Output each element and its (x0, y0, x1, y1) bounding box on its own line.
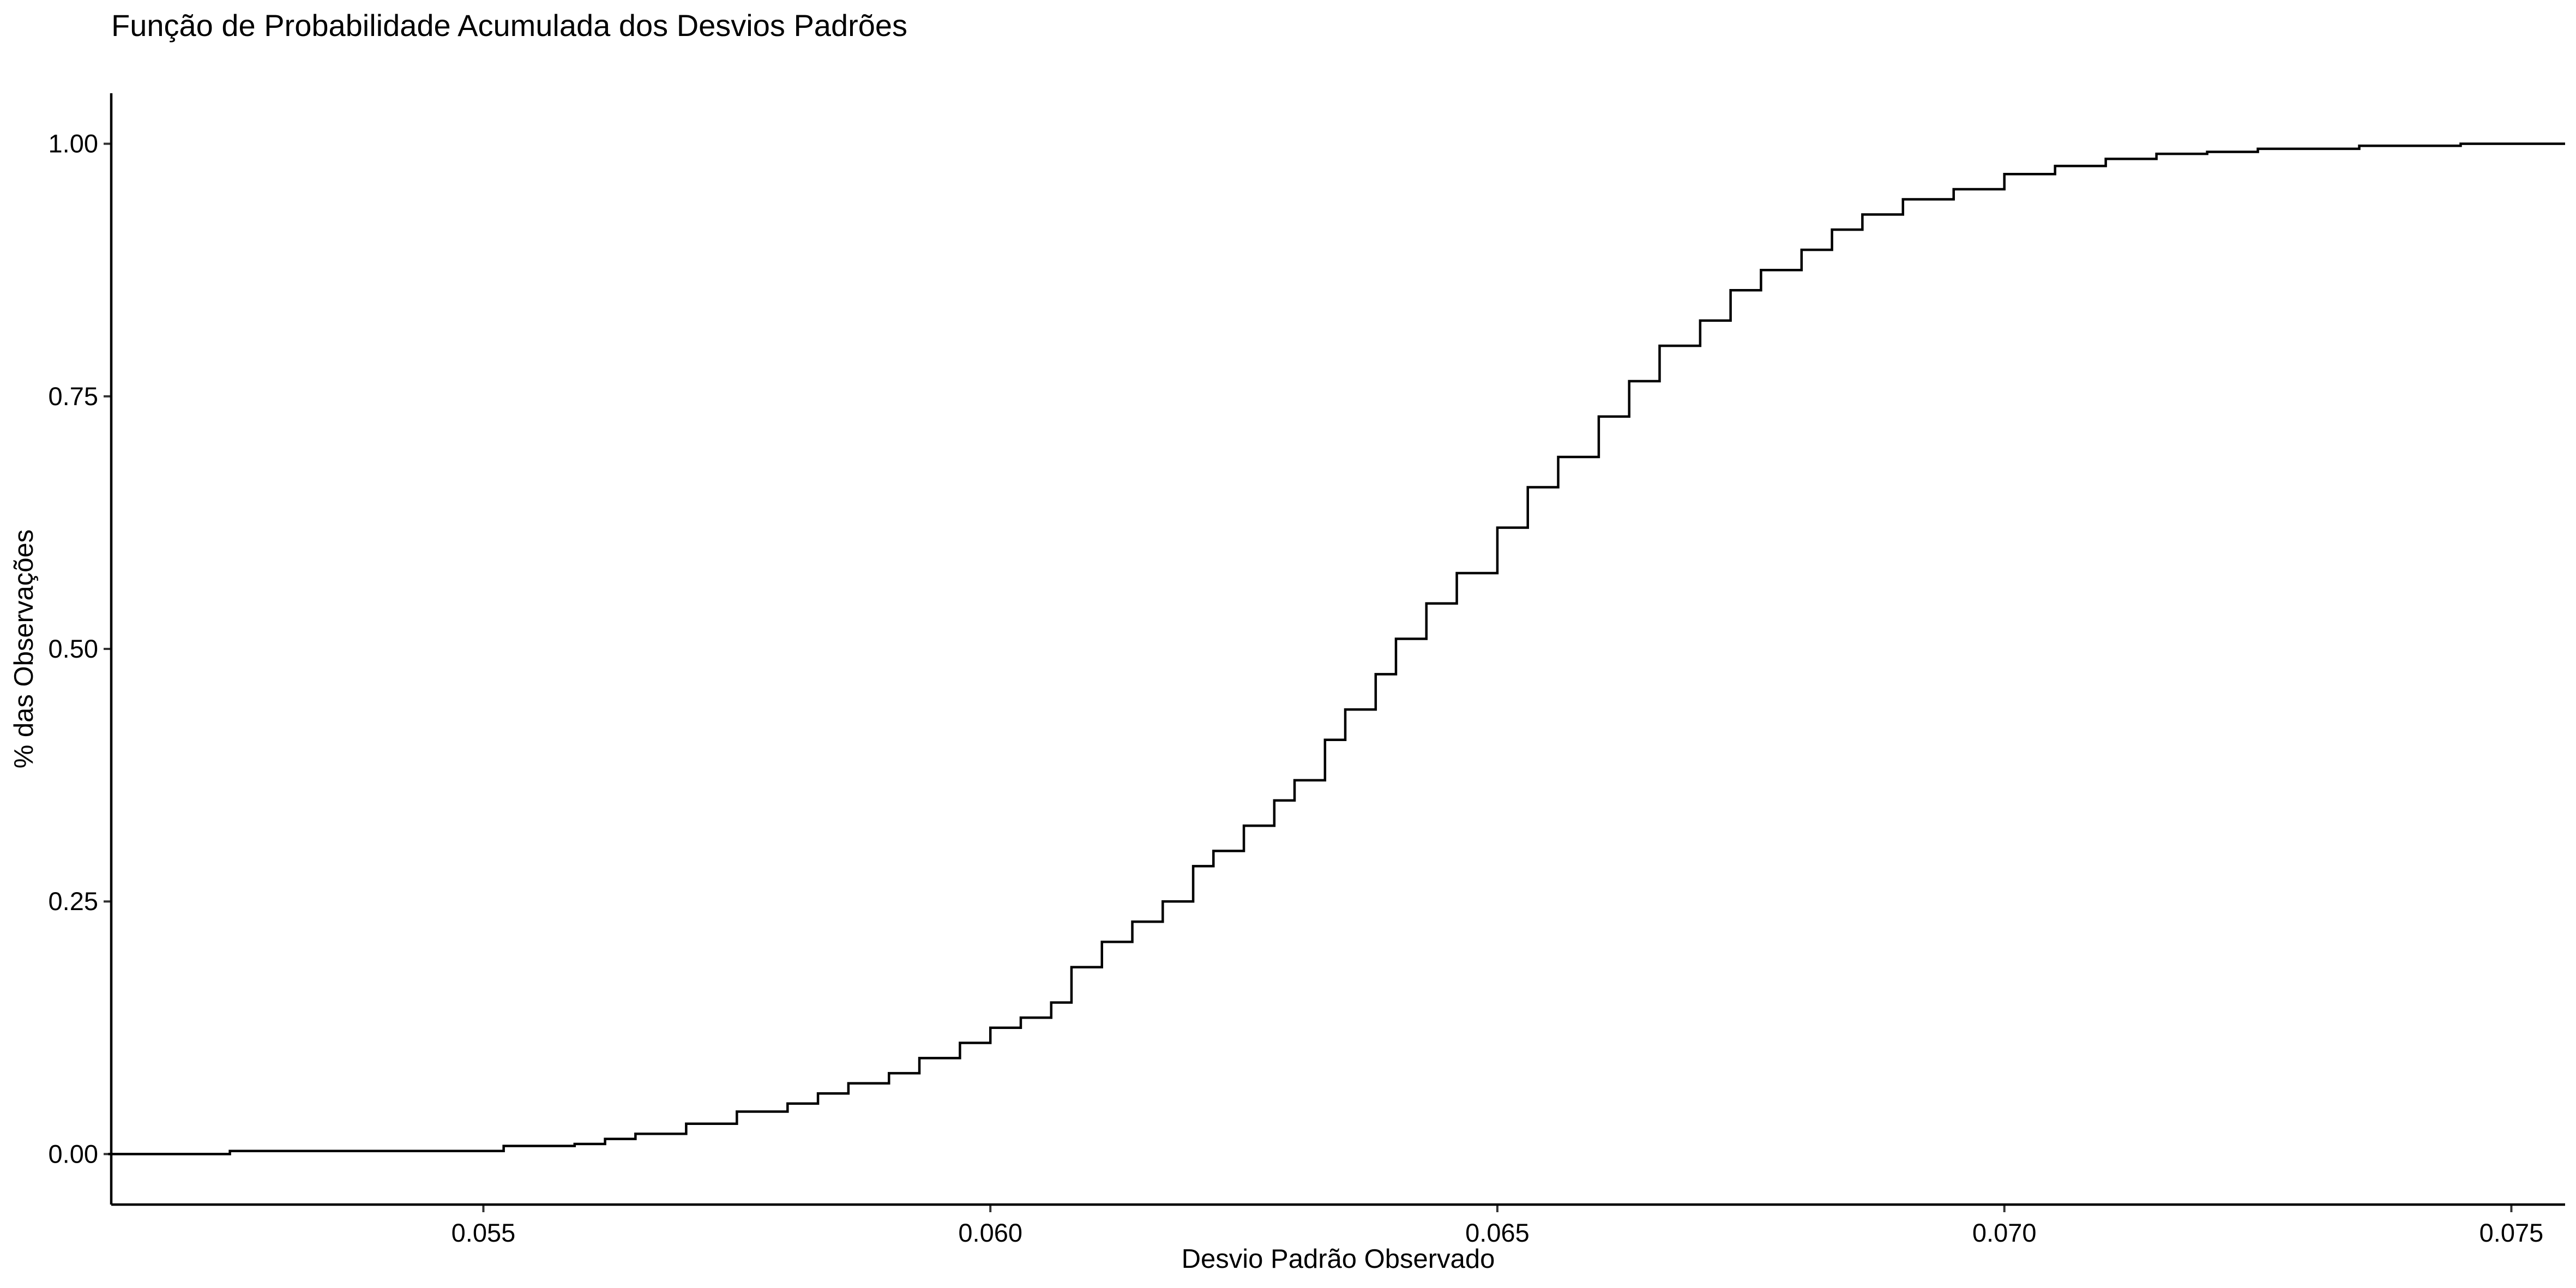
chart-title: Função de Probabilidade Acumulada dos De… (111, 8, 907, 43)
x-tick-label: 0.055 (452, 1218, 516, 1247)
y-tick-label: 1.00 (49, 129, 98, 158)
y-axis-ticks: 0.00 0.25 0.50 0.75 1.00 (49, 129, 111, 1168)
y-tick-label: 0.75 (49, 382, 98, 411)
x-axis-title: Desvio Padrão Observado (1182, 1244, 1495, 1274)
x-tick-label: 0.060 (958, 1218, 1022, 1247)
cdf-line (108, 142, 2565, 1155)
x-tick-label: 0.070 (1972, 1218, 2037, 1247)
y-tick-label: 0.25 (49, 887, 98, 916)
x-tick-label: 0.075 (2479, 1218, 2544, 1247)
x-axis-ticks: 0.055 0.060 0.065 0.070 0.075 (452, 1205, 2544, 1247)
y-tick-label: 0.00 (49, 1139, 98, 1168)
x-tick-label: 0.065 (1465, 1218, 1530, 1247)
y-axis-title: % das Observações (9, 529, 39, 769)
y-tick-label: 0.50 (49, 634, 98, 663)
